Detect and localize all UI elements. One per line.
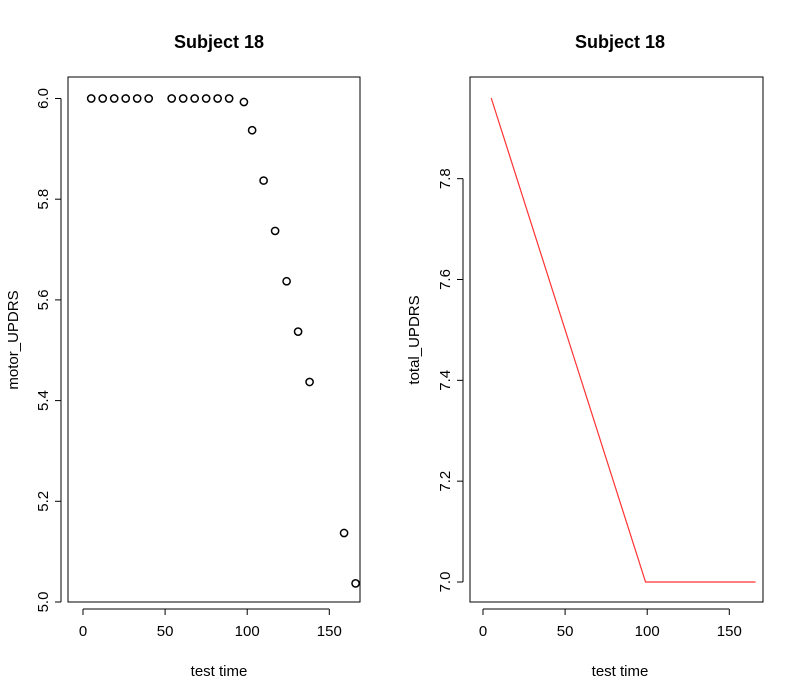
left-x-tick-label: 0 (79, 623, 87, 640)
left-data-point (247, 125, 257, 135)
left-data-point (351, 579, 360, 588)
right-y-axis: 7.0 7.2 7.4 7.6 7.8 (437, 168, 464, 593)
left-data-point (86, 94, 96, 103)
left-y-tick-label: 5.0 (35, 592, 52, 613)
right-y-tick-label: 7.4 (437, 370, 454, 391)
left-x-tick-label: 100 (235, 623, 260, 640)
left-data-point (201, 94, 211, 103)
left-data-point (109, 94, 119, 103)
right-y-axis-label: total_UPDRS (406, 295, 423, 384)
left-y-tick-label: 5.6 (35, 289, 52, 310)
right-x-tick-label: 50 (557, 623, 574, 640)
left-data-point (270, 226, 280, 236)
left-x-axis-label: test time (191, 663, 248, 680)
left-data-point (259, 176, 268, 185)
right-x-tick-label: 100 (635, 623, 660, 640)
left-plot-frame (67, 76, 361, 603)
left-chart-title: Subject 18 (174, 32, 264, 52)
left-y-tick-label: 6.0 (35, 88, 52, 109)
right-x-axis: 0 50 100 150 (479, 608, 742, 640)
right-plot-frame (469, 76, 764, 603)
left-y-tick-label: 5.2 (35, 491, 52, 512)
right-line-series (490, 97, 756, 583)
left-data-point (293, 327, 303, 336)
left-data-point (98, 94, 108, 103)
left-data-point (213, 94, 222, 103)
left-data-point (167, 94, 177, 103)
left-data-point (339, 528, 349, 538)
left-panel: Subject 18 test time motor_UPDRS 0 50 100 1… (5, 32, 361, 680)
left-x-tick-label: 150 (317, 623, 342, 640)
left-data-point (239, 97, 249, 107)
left-y-tick-label: 5.4 (35, 390, 52, 411)
left-data-point (121, 94, 131, 103)
right-chart-title: Subject 18 (575, 32, 665, 52)
right-x-axis-label: test time (592, 663, 649, 680)
left-x-tick-label: 50 (157, 623, 174, 640)
right-series-line (490, 97, 756, 583)
right-y-tick-label: 7.6 (437, 269, 454, 290)
right-panel: Subject 18 test time total_UPDRS 0 50 100 1… (406, 32, 764, 680)
left-data-point (190, 94, 200, 103)
left-data-point (132, 94, 142, 103)
left-data-point (178, 94, 188, 103)
left-x-axis: 0 50 100 150 (79, 608, 342, 640)
left-y-tick-label: 5.8 (35, 189, 52, 210)
right-y-tick-label: 7.8 (437, 168, 454, 189)
left-y-axis-label: motor_UPDRS (5, 290, 22, 389)
left-data-point (224, 94, 234, 103)
right-y-tick-label: 7.2 (437, 471, 454, 492)
left-data-point (144, 94, 154, 103)
left-data-point (282, 276, 291, 286)
left-y-axis: 5.0 5.2 5.4 5.6 5.8 6.0 (35, 88, 62, 613)
right-y-tick-label: 7.0 (437, 572, 454, 593)
right-x-tick-label: 150 (717, 623, 742, 640)
left-scatter-series (86, 94, 360, 588)
left-data-point (305, 377, 314, 387)
right-x-tick-label: 0 (479, 623, 487, 640)
